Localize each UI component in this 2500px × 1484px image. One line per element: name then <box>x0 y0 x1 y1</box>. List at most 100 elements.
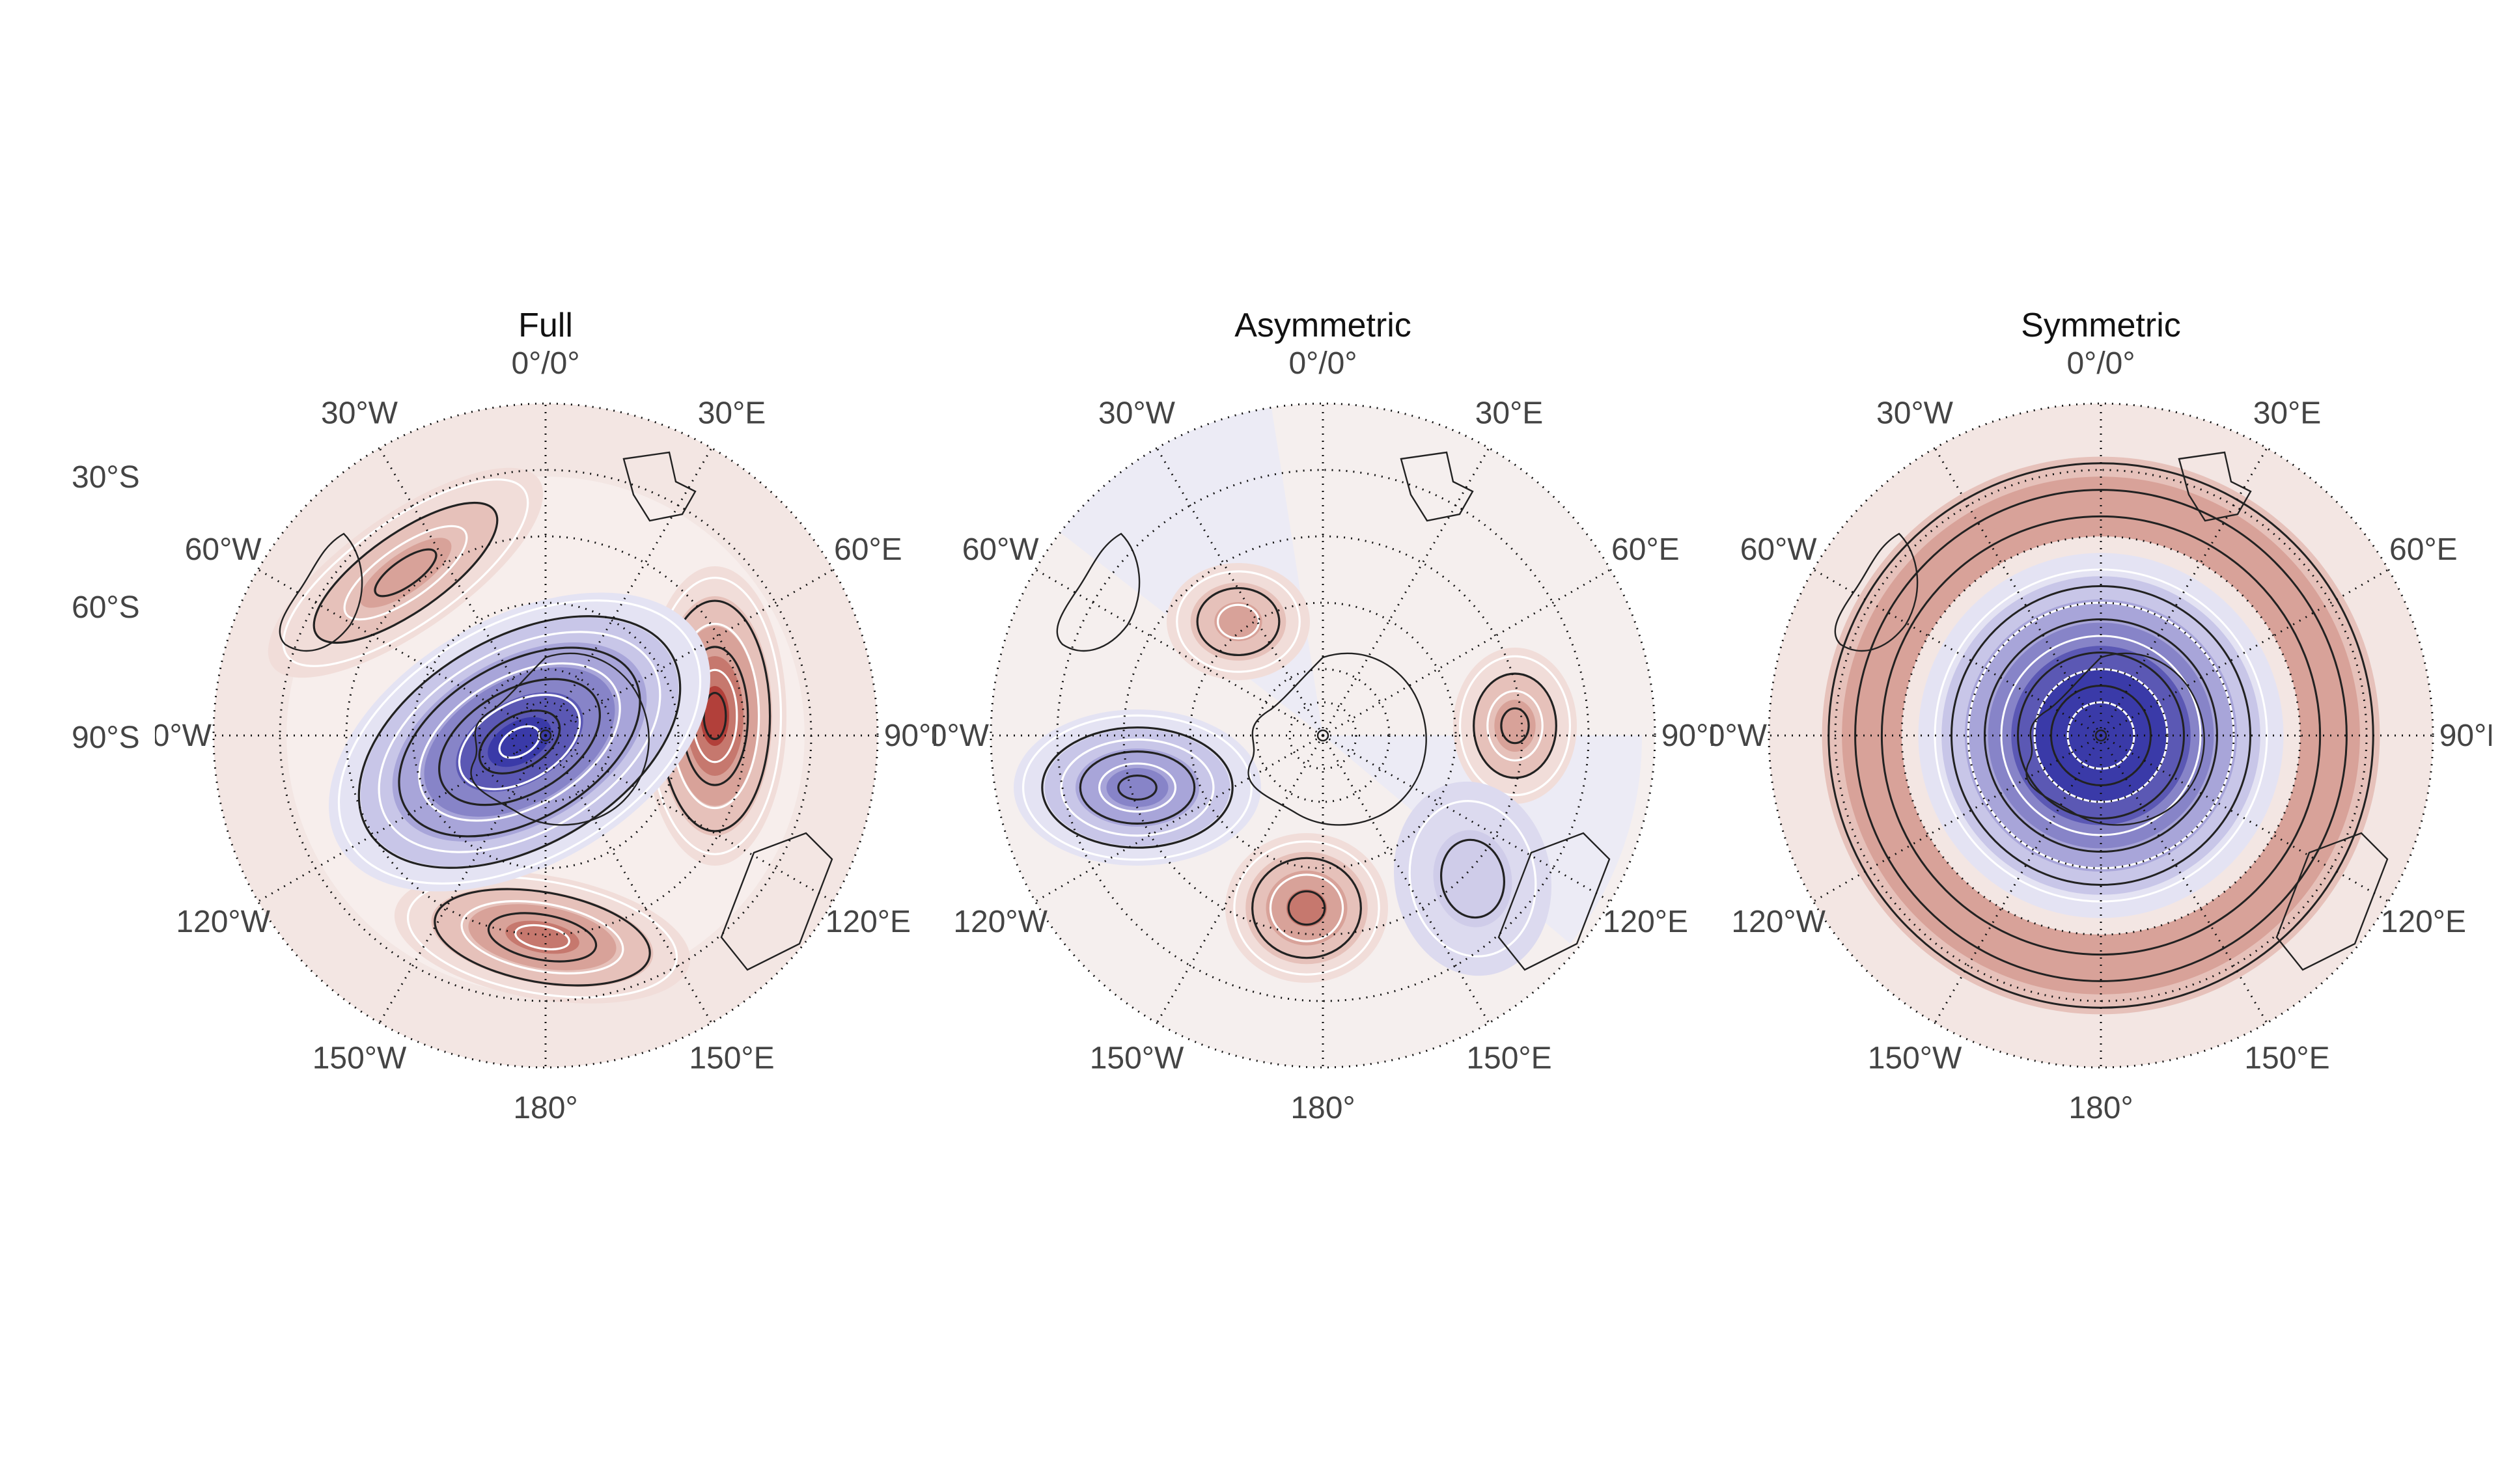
asymmetric-low-2-contour-0 <box>1408 800 1537 957</box>
symmetric-lon-label-8: 120°W <box>1731 905 1826 939</box>
symmetric-meridian-330 <box>1934 447 2102 736</box>
asymmetric-meridian-330 <box>1156 447 1324 736</box>
full-lat-circle-0 <box>212 402 879 1069</box>
antarctica-coastline <box>1247 652 1427 826</box>
symmetric-lon-label-4: 120°E <box>2381 905 2466 939</box>
symmetric-lat-circle-5 <box>2066 701 2135 770</box>
australia-coastline <box>1497 832 1611 971</box>
asymmetric-lon-label-6: 180° <box>1290 1091 1355 1125</box>
full-lon-label-11: 30°W <box>321 396 398 431</box>
full-high-pacific-contour-0 <box>406 875 678 999</box>
full-lon-label-5: 150°E <box>689 1041 774 1075</box>
asymmetric-meridian-150 <box>1322 735 1490 1024</box>
asymmetric-meridian-300 <box>1035 568 1324 737</box>
full-lon-label-10: 60°W <box>185 532 262 567</box>
africa-coastline <box>1400 451 1474 522</box>
asymmetric-high-1-contour-2 <box>1216 603 1260 640</box>
asymmetric-high-2-contour-2 <box>1486 690 1544 762</box>
asymmetric-high-2-contour-3 <box>1500 707 1530 745</box>
asymmetric-graticule <box>990 402 1656 1069</box>
asymmetric-lon-label-3: 90°E <box>1661 719 1714 753</box>
full-meridian-300 <box>257 568 546 737</box>
map-asymmetric: 0°/0° 30°E 60°E 90°E 120°E 150°E 180° 150°W 120°… <box>932 346 1714 1125</box>
symmetric-graticule <box>1768 402 2434 1069</box>
full-high-southatlantic-contour-2 <box>343 525 468 621</box>
full-lon-label-1: 30°E <box>698 396 766 431</box>
full-graticule <box>212 402 879 1069</box>
asymmetric-meridian-210 <box>1156 735 1324 1024</box>
asymmetric-high-2-contour-1 <box>1473 672 1557 779</box>
full-lon-label-2: 60°E <box>834 532 902 567</box>
asymmetric-lon-label-10: 60°W <box>962 532 1040 567</box>
full-low-antarctic-contour-1 <box>357 615 682 869</box>
asymmetric-lat-circle-4 <box>1255 668 1391 803</box>
symmetric-lon-label-9: 90°W <box>1710 719 1768 753</box>
symmetric-lon-label-6: 180° <box>2068 1091 2133 1125</box>
full-high-southatlantic-contour-1 <box>312 501 499 644</box>
symmetric-low-contour-3 <box>1984 618 2218 853</box>
full-high-southatlantic-contour-3 <box>374 548 438 598</box>
full-high-pacific-level-3 <box>505 920 579 954</box>
lat-label-90s: 90°S <box>72 721 140 755</box>
antarctica-coastline <box>470 652 650 826</box>
full-field <box>214 404 878 1067</box>
asymmetric-low-1-level-3 <box>1106 768 1169 807</box>
full-lon-label-3: 90°E <box>884 719 936 753</box>
full-lat-circle-4 <box>478 668 613 803</box>
map-full: 0°/0° 30°E 60°E 90°E 120°E 150°E 180° 150°W 120°… <box>155 346 936 1125</box>
symmetric-lon-label-5: 150°E <box>2244 1041 2329 1075</box>
symmetric-meridian-240 <box>1812 734 2102 903</box>
map-symmetric: 0°/0° 30°E 60°E 90°E 120°E 150°E 180° 150°W 120°… <box>1710 346 2492 1125</box>
australia-coastline <box>720 832 833 971</box>
south-america-coastline <box>279 532 363 652</box>
symmetric-low-contour-4 <box>2000 635 2202 836</box>
asymmetric-lon-label-7: 150°W <box>1090 1041 1184 1075</box>
symmetric-high-contour-2 <box>1880 515 2322 956</box>
asymmetric-high-1-contour-0 <box>1176 570 1301 673</box>
australia-coastline <box>2275 832 2389 971</box>
symmetric-low-contour-5 <box>2017 652 2185 819</box>
full-low-antarctic-contour-4 <box>418 662 621 822</box>
symmetric-low-contour-1 <box>1951 585 2251 886</box>
full-meridian-240 <box>257 734 546 903</box>
asymmetric-low-2-contour-1 <box>1439 838 1506 919</box>
lat-label-30s: 30°S <box>72 460 140 495</box>
asymmetric-meridian-30 <box>1322 447 1490 736</box>
asymmetric-high-3-contour-1 <box>1251 857 1362 959</box>
symmetric-lon-label-7: 150°W <box>1868 1041 1962 1075</box>
asymmetric-lon-label-1: 30°E <box>1475 396 1544 431</box>
full-coastlines <box>279 451 833 971</box>
full-lat-circle-2 <box>345 535 746 936</box>
full-meridian-60 <box>545 568 834 737</box>
symmetric-south-pole <box>2094 729 2107 742</box>
full-south-pole <box>539 729 552 742</box>
asymmetric-south-pole <box>1316 729 1329 742</box>
asymmetric-lon-label-2: 60°E <box>1611 532 1680 567</box>
full-high-pacific-contour-2 <box>460 900 624 975</box>
panel-title-asymmetric: Asymmetric <box>1234 307 1411 344</box>
symmetric-lon-label-10: 60°W <box>1740 532 1818 567</box>
asymmetric-low-1-contour-1 <box>1041 726 1234 849</box>
symmetric-lon-label-3: 90°E <box>2439 719 2492 753</box>
symmetric-lat-circle-0 <box>1768 402 2434 1069</box>
full-meridian-210 <box>378 735 547 1024</box>
asymmetric-meridian-240 <box>1035 734 1324 903</box>
south-america-coastline <box>1056 532 1141 652</box>
asymmetric-high-3-contour-0 <box>1233 840 1380 976</box>
full-lat-circle-5 <box>511 701 580 770</box>
asymmetric-lat-circle-3 <box>1189 601 1457 870</box>
symmetric-lat-circle-3 <box>1967 601 2235 870</box>
asymmetric-low-1-contour-2 <box>1060 738 1215 837</box>
symmetric-lon-label-11: 30°W <box>1876 396 1954 431</box>
asymmetric-meridian-60 <box>1322 568 1611 737</box>
asymmetric-lat-circle-0 <box>990 402 1656 1069</box>
africa-coastline <box>2178 451 2252 522</box>
full-low-antarctic-contour-6 <box>458 693 581 791</box>
south-america-coastline <box>1834 532 1919 652</box>
symmetric-coastlines <box>1834 451 2389 971</box>
full-meridian-330 <box>378 447 547 736</box>
asymmetric-lon-label-11: 30°W <box>1098 396 1176 431</box>
symmetric-meridian-210 <box>1934 735 2102 1024</box>
asymmetric-low-2-level-1 <box>1433 830 1512 928</box>
